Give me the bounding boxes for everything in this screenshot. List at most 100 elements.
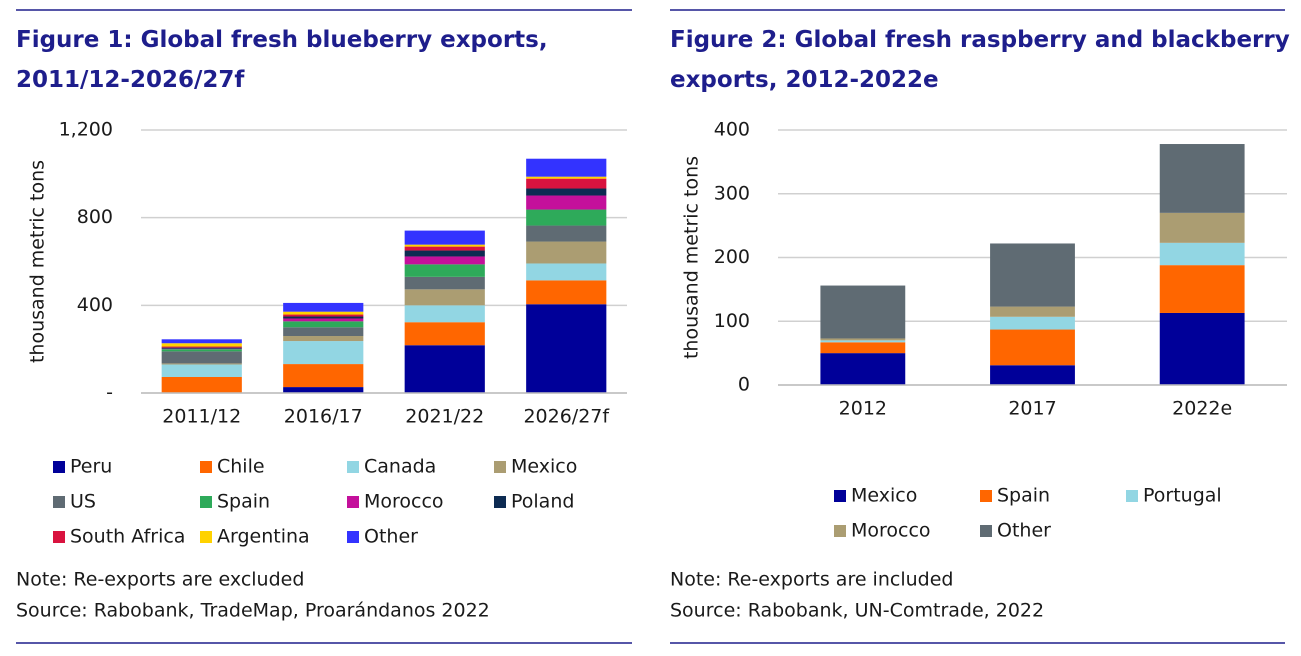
y-tick-label: 800	[77, 206, 113, 228]
bar-segment	[161, 351, 242, 364]
bar-segment	[526, 176, 607, 179]
bar-segment	[404, 230, 485, 245]
bar-segment	[820, 338, 906, 341]
legend-swatch	[347, 531, 359, 543]
bar-segment	[161, 363, 242, 365]
bar-segment	[526, 188, 607, 196]
bar-segment	[990, 306, 1075, 317]
x-tick-label: 2011/12	[162, 406, 241, 428]
bar-segment	[283, 321, 364, 328]
bar-segment	[820, 340, 906, 343]
bar-segment	[526, 304, 607, 393]
legend-swatch	[980, 490, 992, 502]
x-tick-label: 2026/27f	[523, 406, 610, 428]
bar-segment	[1159, 312, 1245, 385]
y-tick-label: 300	[714, 182, 750, 204]
bar-segment	[404, 276, 485, 290]
bar-segment	[820, 342, 906, 354]
legend-swatch	[834, 490, 846, 502]
bar-segment	[283, 316, 364, 319]
bar-segment	[1159, 242, 1245, 266]
bar-segment	[283, 302, 364, 312]
x-tick-label: 2017	[1008, 398, 1056, 420]
note: Note: Re-exports are excluded	[16, 569, 304, 591]
bar-segment	[404, 322, 485, 346]
bar-segment	[526, 225, 607, 242]
legend-label: Canada	[364, 456, 436, 478]
x-tick-label: 2021/22	[405, 406, 484, 428]
y-tick-label: 400	[77, 294, 113, 316]
bar-segment	[990, 316, 1075, 330]
legend-label: Poland	[511, 491, 574, 513]
bar-segment	[283, 341, 364, 365]
bar-segment	[990, 365, 1075, 385]
bar-segment	[1159, 265, 1245, 313]
y-axis-label: thousand metric tons	[27, 160, 49, 363]
y-tick-label: -	[106, 382, 113, 404]
y-tick-label: 400	[714, 119, 750, 141]
legend-label: Other	[997, 520, 1051, 542]
legend-label: Spain	[997, 485, 1050, 507]
y-tick-label: 200	[714, 246, 750, 268]
bar-segment	[283, 336, 364, 342]
bar-segment	[404, 264, 485, 277]
legend-swatch	[53, 461, 65, 473]
legend-swatch	[200, 531, 212, 543]
bar-segment	[526, 195, 607, 210]
bar-segment	[820, 353, 906, 385]
x-tick-label: 2016/17	[284, 406, 363, 428]
source: Source: Rabobank, TradeMap, Proarándanos…	[16, 600, 490, 622]
bar-segment	[283, 387, 364, 393]
chart-title: Figure 2: Global fresh raspberry and bla…	[670, 27, 1290, 93]
legend-label: Spain	[217, 491, 270, 513]
bar-segment	[526, 158, 607, 177]
bar-segment	[990, 329, 1075, 366]
bar-segment	[161, 349, 242, 352]
legend-swatch	[200, 461, 212, 473]
legend-label: South Africa	[70, 526, 185, 548]
bar-segment	[526, 280, 607, 305]
legend-swatch	[834, 525, 846, 537]
bar-segment	[404, 305, 485, 323]
x-tick-label: 2012	[839, 398, 887, 420]
legend-label: Mexico	[511, 456, 577, 478]
bar-segment	[161, 339, 242, 344]
legend-swatch	[347, 496, 359, 508]
bar-segment	[820, 285, 906, 339]
bar-segment	[404, 345, 485, 393]
bar-segment	[283, 314, 364, 317]
legend-swatch	[53, 496, 65, 508]
legend-label: Other	[364, 526, 418, 548]
y-tick-label: 100	[714, 310, 750, 332]
legend-label: Morocco	[851, 520, 931, 542]
legend-label: Argentina	[217, 526, 310, 548]
bar-segment	[1159, 144, 1245, 213]
legend-swatch	[494, 461, 506, 473]
y-tick-label: 0	[738, 374, 750, 396]
legend-label: US	[70, 491, 96, 513]
legend-label: Peru	[70, 456, 112, 478]
bar-segment	[161, 347, 242, 349]
bar-segment	[526, 209, 607, 226]
y-axis-label: thousand metric tons	[681, 156, 703, 359]
legend-label: Mexico	[851, 485, 917, 507]
bar-segment	[161, 377, 242, 393]
bar-segment	[404, 244, 485, 247]
bar-segment	[404, 256, 485, 265]
chart-title: Figure 1: Global fresh blueberry exports…	[16, 27, 548, 93]
source: Source: Rabobank, UN-Comtrade, 2022	[670, 600, 1044, 622]
legend-swatch	[1126, 490, 1138, 502]
bar-segment	[990, 243, 1075, 307]
legend-swatch	[980, 525, 992, 537]
x-tick-label: 2022e	[1172, 398, 1232, 420]
legend-label: Portugal	[1143, 485, 1222, 507]
bar-segment	[283, 327, 364, 337]
legend-swatch	[494, 496, 506, 508]
legend-label: Morocco	[364, 491, 444, 513]
bar-segment	[404, 250, 485, 257]
legend-label: Chile	[217, 456, 265, 478]
legend-swatch	[347, 461, 359, 473]
bar-segment	[1159, 212, 1245, 243]
